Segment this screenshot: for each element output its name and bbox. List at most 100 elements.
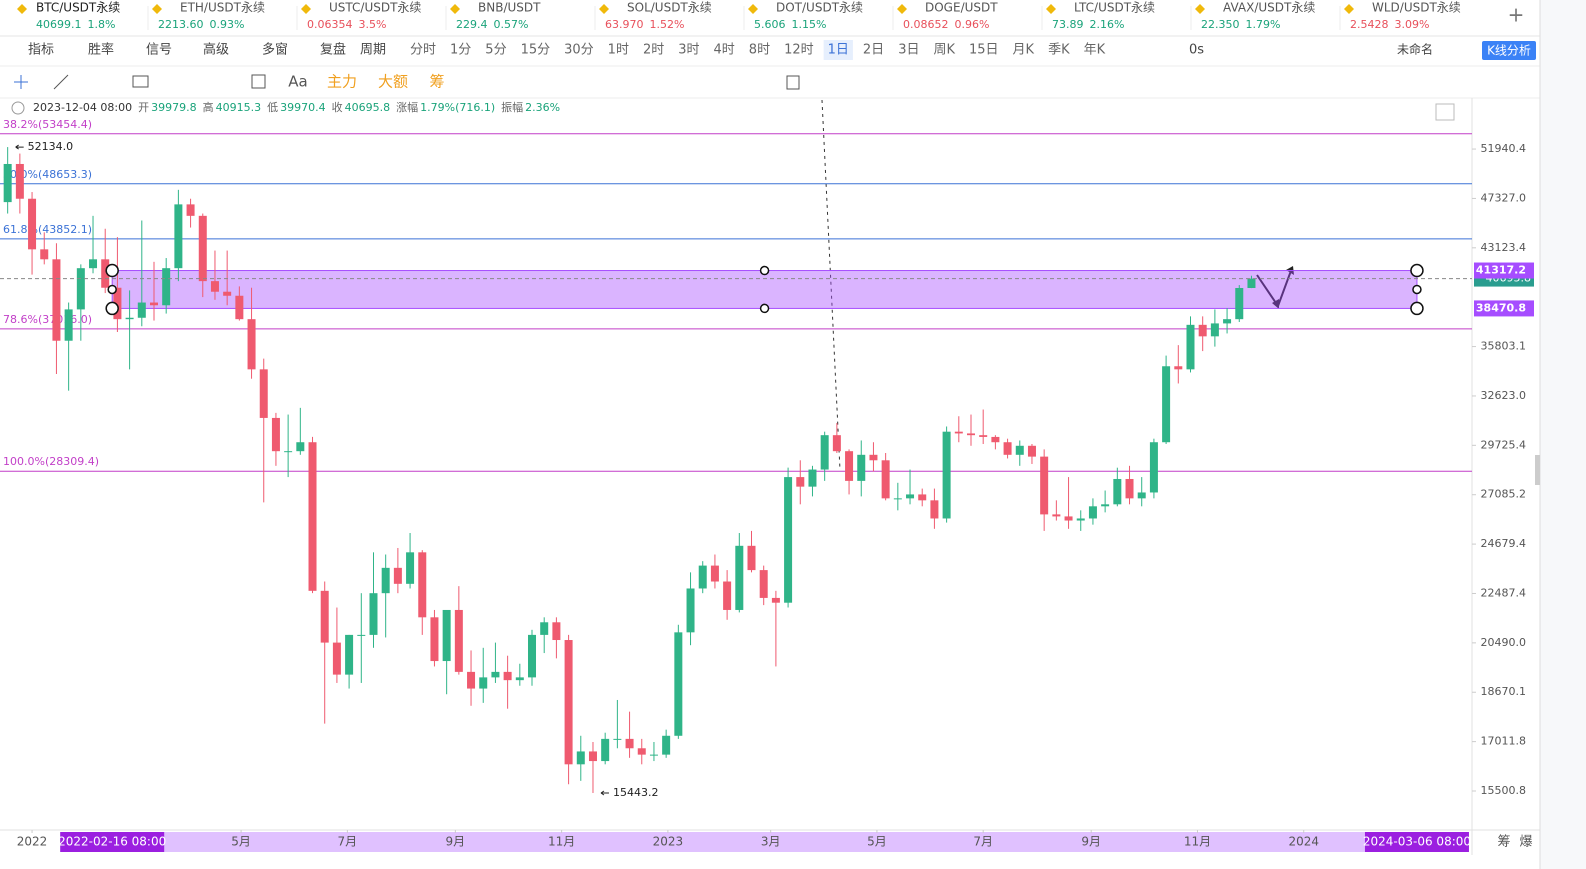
drawing-tool[interactable]: 主力 [327, 73, 357, 91]
candle-body [1064, 516, 1073, 521]
candle-body [259, 369, 268, 418]
drawing-toolbar [14, 74, 800, 90]
box-handle[interactable] [759, 265, 770, 276]
ticker-name[interactable]: WLD/USDT永续 [1372, 1, 1461, 15]
add-tab[interactable]: + [1508, 3, 1525, 27]
period-button[interactable]: 15日 [969, 43, 999, 58]
candle-body [271, 417, 280, 452]
period-button[interactable]: 3时 [678, 43, 699, 58]
rect-tool[interactable] [132, 75, 149, 88]
box-handle[interactable] [1410, 263, 1424, 278]
toolbar-button[interactable]: 胜率 [88, 42, 114, 58]
period-button[interactable]: 12时 [784, 43, 814, 58]
ticker-name[interactable]: BTC/USDT永续 [36, 1, 120, 15]
ticker-change: 0.93% [210, 18, 245, 31]
period-button[interactable]: 1分 [450, 43, 471, 58]
fib-price: 48653.3 [42, 168, 88, 181]
box-handle[interactable] [105, 263, 119, 278]
box-handle[interactable] [759, 303, 770, 314]
ticker-name[interactable]: ETH/USDT永续 [180, 1, 265, 15]
period-selected [823, 40, 853, 60]
delete-tool[interactable] [786, 75, 800, 90]
candle-body [503, 671, 512, 681]
fullscreen-button[interactable] [1435, 103, 1455, 121]
x-tick-label: 7月 [338, 835, 358, 849]
drawing-tool[interactable]: 大额 [378, 73, 408, 91]
info-value: 39970.4 [280, 101, 326, 114]
period-button[interactable]: 3日 [898, 43, 919, 58]
period-button[interactable]: 年K [1084, 43, 1106, 58]
box-handle[interactable] [107, 284, 117, 295]
period-button[interactable]: 15分 [521, 43, 551, 58]
period-button[interactable]: 2日 [863, 43, 884, 58]
info-date: 2023-12-04 08:00 [33, 101, 132, 114]
ticker-change: 1.52% [650, 18, 685, 31]
time-range-badge [60, 832, 165, 852]
ticker-name[interactable]: USTC/USDT永续 [329, 1, 421, 15]
coin-icon [1195, 4, 1205, 14]
box-handle[interactable] [105, 301, 119, 316]
footer-chips[interactable]: 筹 [1497, 834, 1510, 850]
candle-body [491, 671, 500, 678]
ticker-name[interactable]: BNB/USDT [478, 1, 541, 15]
y-tick-label: 24679.4 [1481, 537, 1527, 550]
toolbar-button[interactable]: 信号 [146, 43, 172, 58]
period-button[interactable]: 30分 [564, 43, 594, 58]
period-button[interactable]: 2时 [643, 43, 664, 58]
analysis-button-bg[interactable] [1482, 41, 1536, 60]
ticker-name[interactable]: LTC/USDT永续 [1074, 1, 1155, 15]
timer: 0s [1189, 43, 1204, 58]
candle-body [125, 317, 134, 320]
panel-toggle[interactable] [1535, 455, 1540, 485]
time-range-band [112, 832, 1417, 852]
candle-body [1088, 506, 1097, 519]
candle-body [430, 617, 439, 662]
ticker-name[interactable]: DOT/USDT永续 [776, 1, 863, 15]
box-price-badge [1474, 300, 1534, 317]
box-handle[interactable] [1412, 284, 1422, 295]
coin-icon [17, 4, 27, 14]
analysis-button[interactable]: K线分析 [1487, 44, 1531, 58]
x-tick-label: 3月 [761, 835, 781, 849]
drawing-tool[interactable]: Aa [288, 73, 307, 91]
period-button[interactable]: 4时 [714, 43, 735, 58]
fib-label: 100.0%(28309.4) [3, 455, 99, 468]
period-button[interactable]: 8时 [749, 43, 770, 58]
candle-body [1223, 319, 1232, 324]
layout-name[interactable]: 未命名 [1397, 42, 1433, 57]
ticker-change: 3.09% [1395, 18, 1430, 31]
ticker-name[interactable]: SOL/USDT永续 [627, 1, 712, 15]
candle-body [1125, 478, 1134, 499]
fib-paren: ) [95, 455, 99, 468]
line-tool[interactable] [53, 74, 69, 90]
period-button[interactable]: 1日 [828, 43, 849, 58]
measure-tool[interactable] [251, 74, 266, 89]
ticker-name[interactable]: AVAX/USDT永续 [1223, 1, 1315, 15]
coin-icon [897, 4, 907, 14]
info-toggle[interactable] [11, 101, 25, 115]
period-button[interactable]: 1时 [608, 43, 629, 58]
toolbar-button[interactable]: 高级 [203, 42, 229, 58]
period-button[interactable]: 分时 [410, 43, 436, 58]
candle-body [942, 431, 951, 519]
toolbar-button[interactable]: 多窗 [262, 42, 288, 58]
toolbar-button[interactable]: 指标 [28, 43, 54, 58]
period-button[interactable]: 季K [1048, 43, 1070, 58]
candle-body [320, 590, 329, 643]
drawing-tool[interactable]: 筹 [429, 73, 444, 91]
period-button[interactable]: 周K [933, 43, 955, 58]
time-range-badge [1364, 832, 1469, 852]
ticker-name[interactable]: DOGE/USDT [925, 1, 998, 15]
period-button[interactable]: 月K [1013, 43, 1035, 58]
info-label: 收 [332, 100, 343, 114]
toolbar-button[interactable]: 周期 [360, 43, 386, 58]
period-button[interactable]: 5分 [485, 43, 506, 58]
ticker-price: 40699.1 [36, 18, 82, 31]
candle-body [210, 281, 219, 292]
footer-liquidations[interactable]: 爆 [1519, 835, 1532, 850]
candle-body [1113, 478, 1122, 505]
candle-body [893, 498, 902, 500]
toolbar-button[interactable]: 复盘 [320, 42, 346, 58]
box-handle[interactable] [1410, 301, 1424, 316]
candle-body [1247, 278, 1256, 288]
